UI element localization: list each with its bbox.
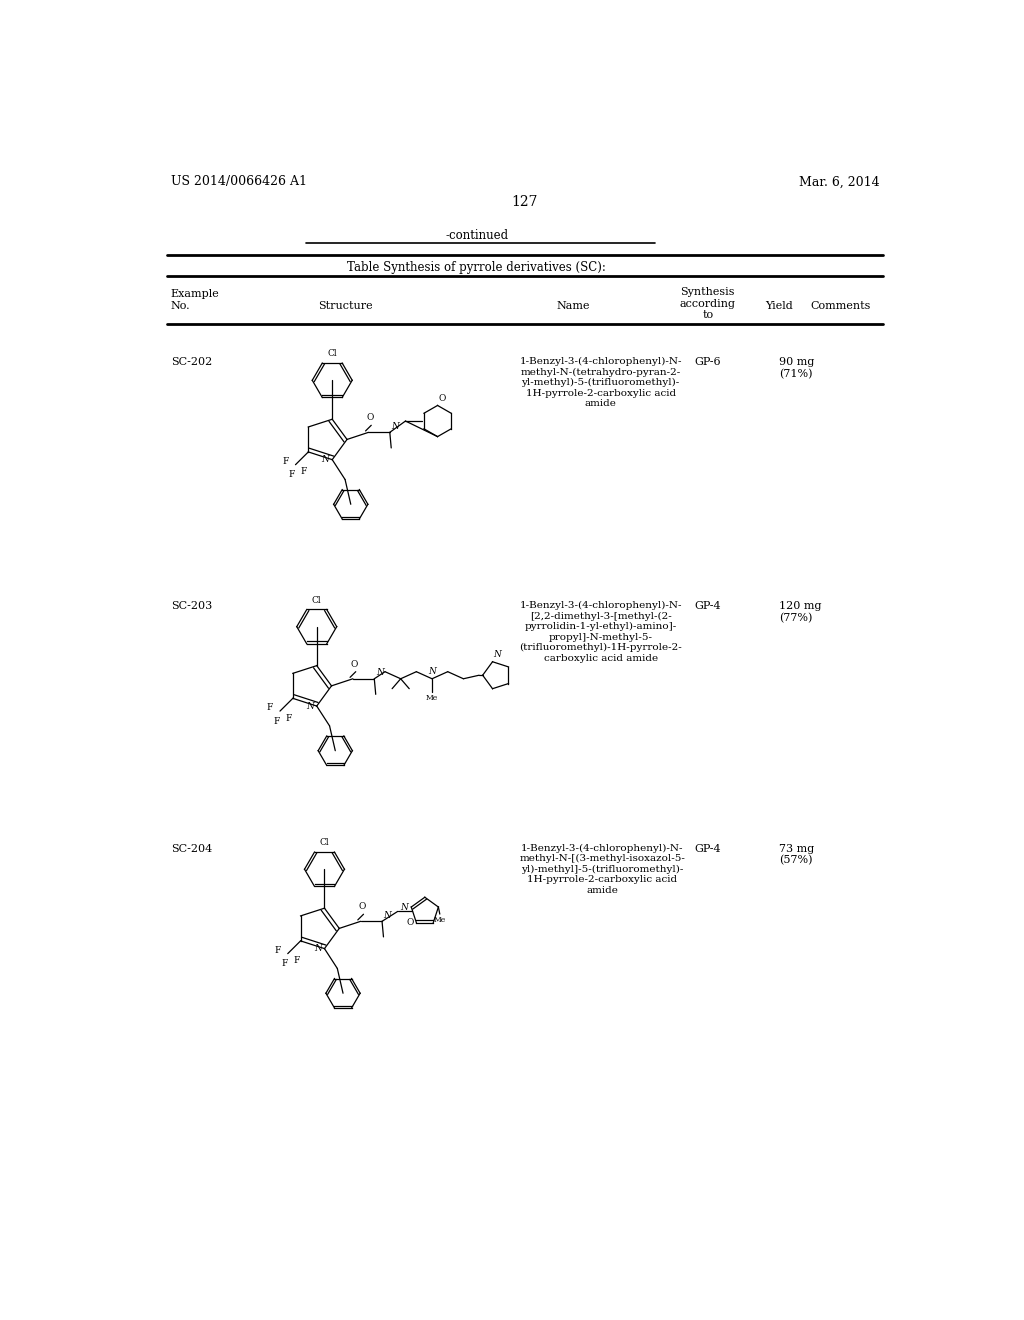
Text: Cl: Cl — [319, 838, 330, 847]
Text: O: O — [358, 903, 366, 911]
Text: Structure: Structure — [317, 301, 373, 310]
Text: N: N — [376, 668, 384, 677]
Text: F: F — [274, 945, 281, 954]
Text: according: according — [680, 298, 735, 309]
Text: GP-4: GP-4 — [694, 601, 721, 611]
Text: O: O — [367, 413, 374, 422]
Text: F: F — [273, 717, 280, 726]
Text: 120 mg
(77%): 120 mg (77%) — [779, 601, 821, 623]
Text: 127: 127 — [512, 195, 538, 210]
Text: SC-202: SC-202 — [171, 358, 212, 367]
Text: N: N — [306, 701, 314, 710]
Text: 73 mg
(57%): 73 mg (57%) — [779, 843, 814, 866]
Text: N: N — [313, 944, 322, 953]
Text: O: O — [350, 660, 358, 669]
Text: No.: No. — [171, 301, 190, 310]
Text: F: F — [267, 704, 273, 711]
Text: Yield: Yield — [765, 301, 793, 310]
Text: Name: Name — [557, 301, 591, 310]
Text: US 2014/0066426 A1: US 2014/0066426 A1 — [171, 176, 306, 189]
Text: Mar. 6, 2014: Mar. 6, 2014 — [799, 176, 880, 189]
Text: N: N — [383, 911, 391, 920]
Text: N: N — [493, 649, 501, 659]
Text: 1-Benzyl-3-(4-chlorophenyl)-N-
methyl-N-(tetrahydro-pyran-2-
yl-methyl)-5-(trifl: 1-Benzyl-3-(4-chlorophenyl)-N- methyl-N-… — [519, 358, 682, 408]
Text: O: O — [439, 395, 446, 404]
Text: GP-6: GP-6 — [694, 358, 721, 367]
Text: 1-Benzyl-3-(4-chlorophenyl)-N-
methyl-N-[(3-methyl-isoxazol-5-
yl)-methyl]-5-(tr: 1-Benzyl-3-(4-chlorophenyl)-N- methyl-N-… — [519, 843, 685, 895]
Text: -continued: -continued — [445, 230, 508, 243]
Text: SC-203: SC-203 — [171, 601, 212, 611]
Text: Table Synthesis of pyrrole derivatives (SC):: Table Synthesis of pyrrole derivatives (… — [347, 261, 606, 273]
Text: N: N — [391, 422, 399, 430]
Text: SC-204: SC-204 — [171, 843, 212, 854]
Text: F: F — [301, 467, 307, 477]
Text: Synthesis: Synthesis — [681, 286, 735, 297]
Text: Comments: Comments — [811, 301, 871, 310]
Text: N: N — [322, 455, 330, 465]
Text: GP-4: GP-4 — [694, 843, 721, 854]
Text: Cl: Cl — [328, 350, 337, 358]
Text: N: N — [428, 667, 436, 676]
Text: 1-Benzyl-3-(4-chlorophenyl)-N-
[2,2-dimethyl-3-[methyl-(2-
pyrrolidin-1-yl-ethyl: 1-Benzyl-3-(4-chlorophenyl)-N- [2,2-dime… — [519, 601, 682, 663]
Text: Me: Me — [426, 693, 438, 702]
Text: Example: Example — [171, 289, 219, 300]
Text: F: F — [283, 457, 289, 466]
Text: Cl: Cl — [312, 595, 322, 605]
Text: F: F — [293, 956, 299, 965]
Text: Me: Me — [434, 916, 445, 924]
Text: F: F — [281, 960, 288, 968]
Text: F: F — [289, 470, 295, 479]
Text: 90 mg
(71%): 90 mg (71%) — [779, 358, 814, 379]
Text: F: F — [286, 714, 292, 722]
Text: O: O — [407, 919, 414, 928]
Text: N: N — [400, 903, 409, 912]
Text: to: to — [702, 310, 714, 319]
